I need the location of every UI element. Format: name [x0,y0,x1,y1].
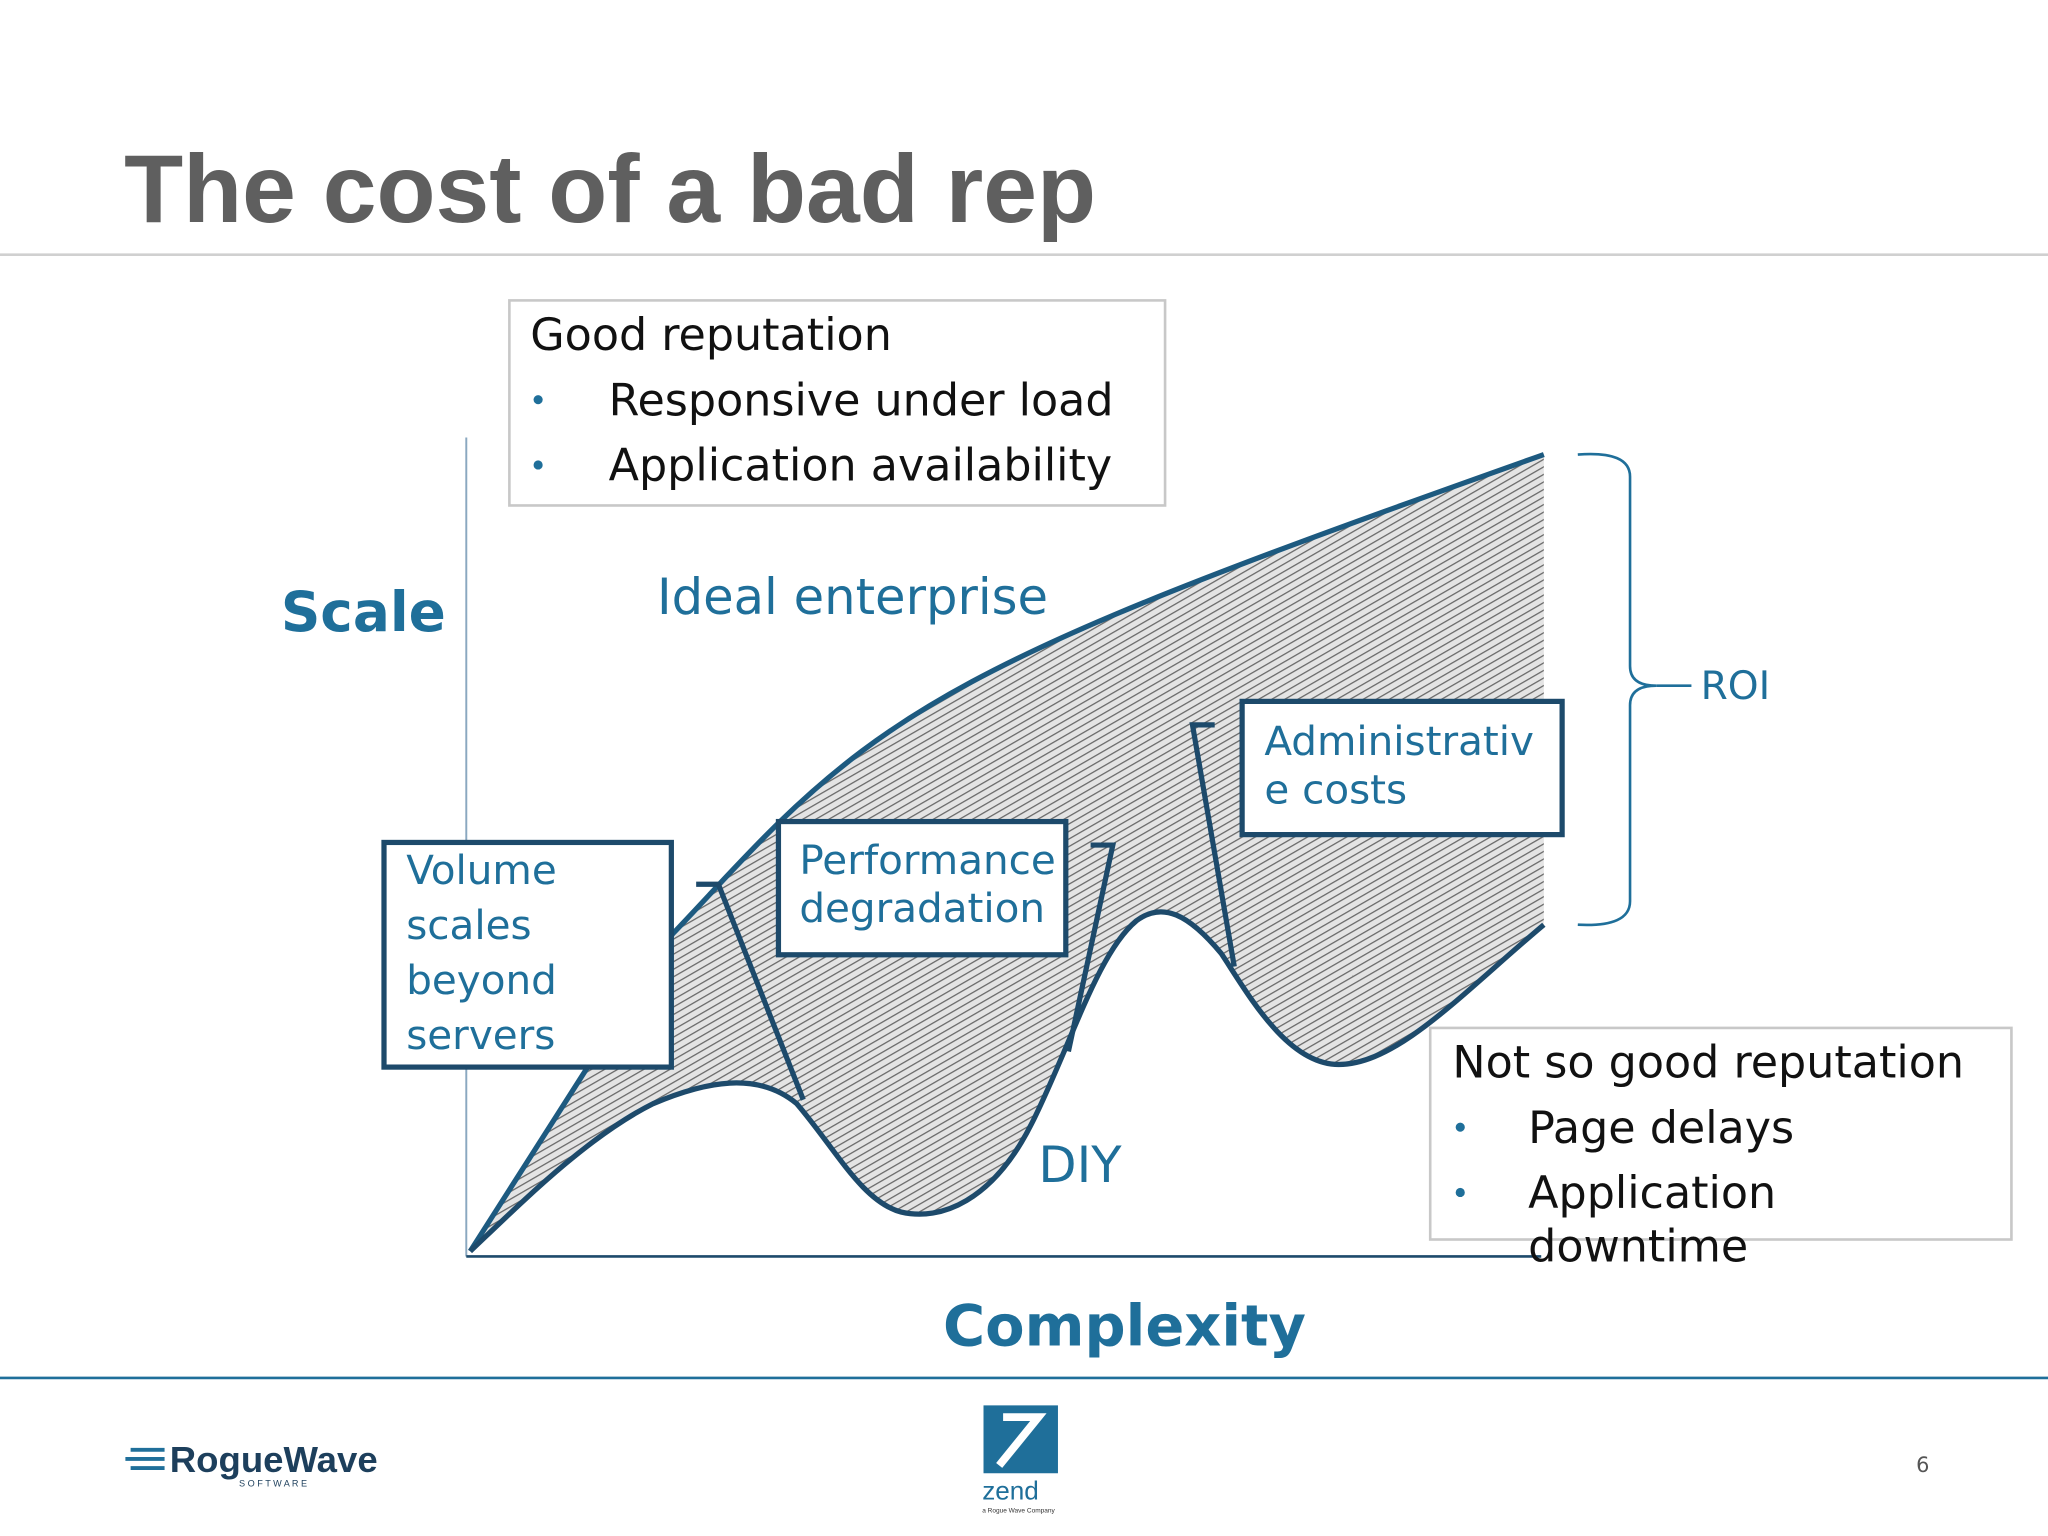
good-item: Responsive under load [609,375,1114,426]
good-box [508,299,1167,507]
zend-logo: zend a Rogue Wave Company [982,1405,1058,1514]
diy-curve [468,909,1546,1254]
callout-line: scales [406,901,531,949]
callout-text: Volume scales beyond servers [406,846,570,1059]
bad-box [1428,1026,2013,1241]
roguewave-logo: RogueWave S O F T W A R E [125,1439,378,1488]
diy-label: DIY [1038,1136,1122,1194]
callout-line: servers [406,1011,555,1059]
callout-box [381,839,674,1070]
logo-sub: S O F T W A R E [239,1478,307,1488]
callout-line: beyond [406,956,557,1004]
callout-line: degradation [799,884,1045,932]
bullet [1455,1187,1465,1198]
callout-bracket [1189,722,1237,967]
logo-text: RogueWave [170,1439,378,1480]
partner-text: zend [982,1475,1039,1505]
bullet [533,460,543,470]
ideal-curve [468,452,1545,1253]
callout-bracket [1065,842,1117,1052]
bullet [533,395,543,405]
callout-text: Performance degradation [799,836,1068,932]
bad-item: Page delays [1528,1103,1794,1154]
callout-line: Administrativ [1264,717,1534,765]
bad-item-line: Application [1528,1168,1776,1219]
callout-box [775,818,1069,958]
callout-line: Volume [406,846,557,894]
callout-bracket [696,881,806,1101]
good-heading: Good reputation [530,310,892,361]
callout-line: e costs [1264,765,1407,813]
ideal-label: Ideal enterprise [657,568,1048,626]
bad-item-line: downtime [1528,1222,1748,1273]
partner-sub: a Rogue Wave Company [982,1507,1055,1514]
good-item: Application availability [609,441,1113,492]
y-axis-label: Scale [281,580,446,644]
slide-title: The cost of a bad rep [124,136,1096,243]
roi-label: ROI [1701,664,1771,709]
callout-box [1239,698,1565,838]
bullet [1455,1122,1465,1132]
bad-heading: Not so good reputation [1452,1038,1964,1089]
callout-line: Performance [799,836,1055,884]
bad-item: Application downtime [1528,1168,1790,1273]
callout-text: Administrativ e costs [1264,717,1547,813]
x-axis-label: Complexity [943,1292,1306,1359]
roi-brace [1577,452,1657,927]
page-number: 6 [1916,1453,1929,1477]
